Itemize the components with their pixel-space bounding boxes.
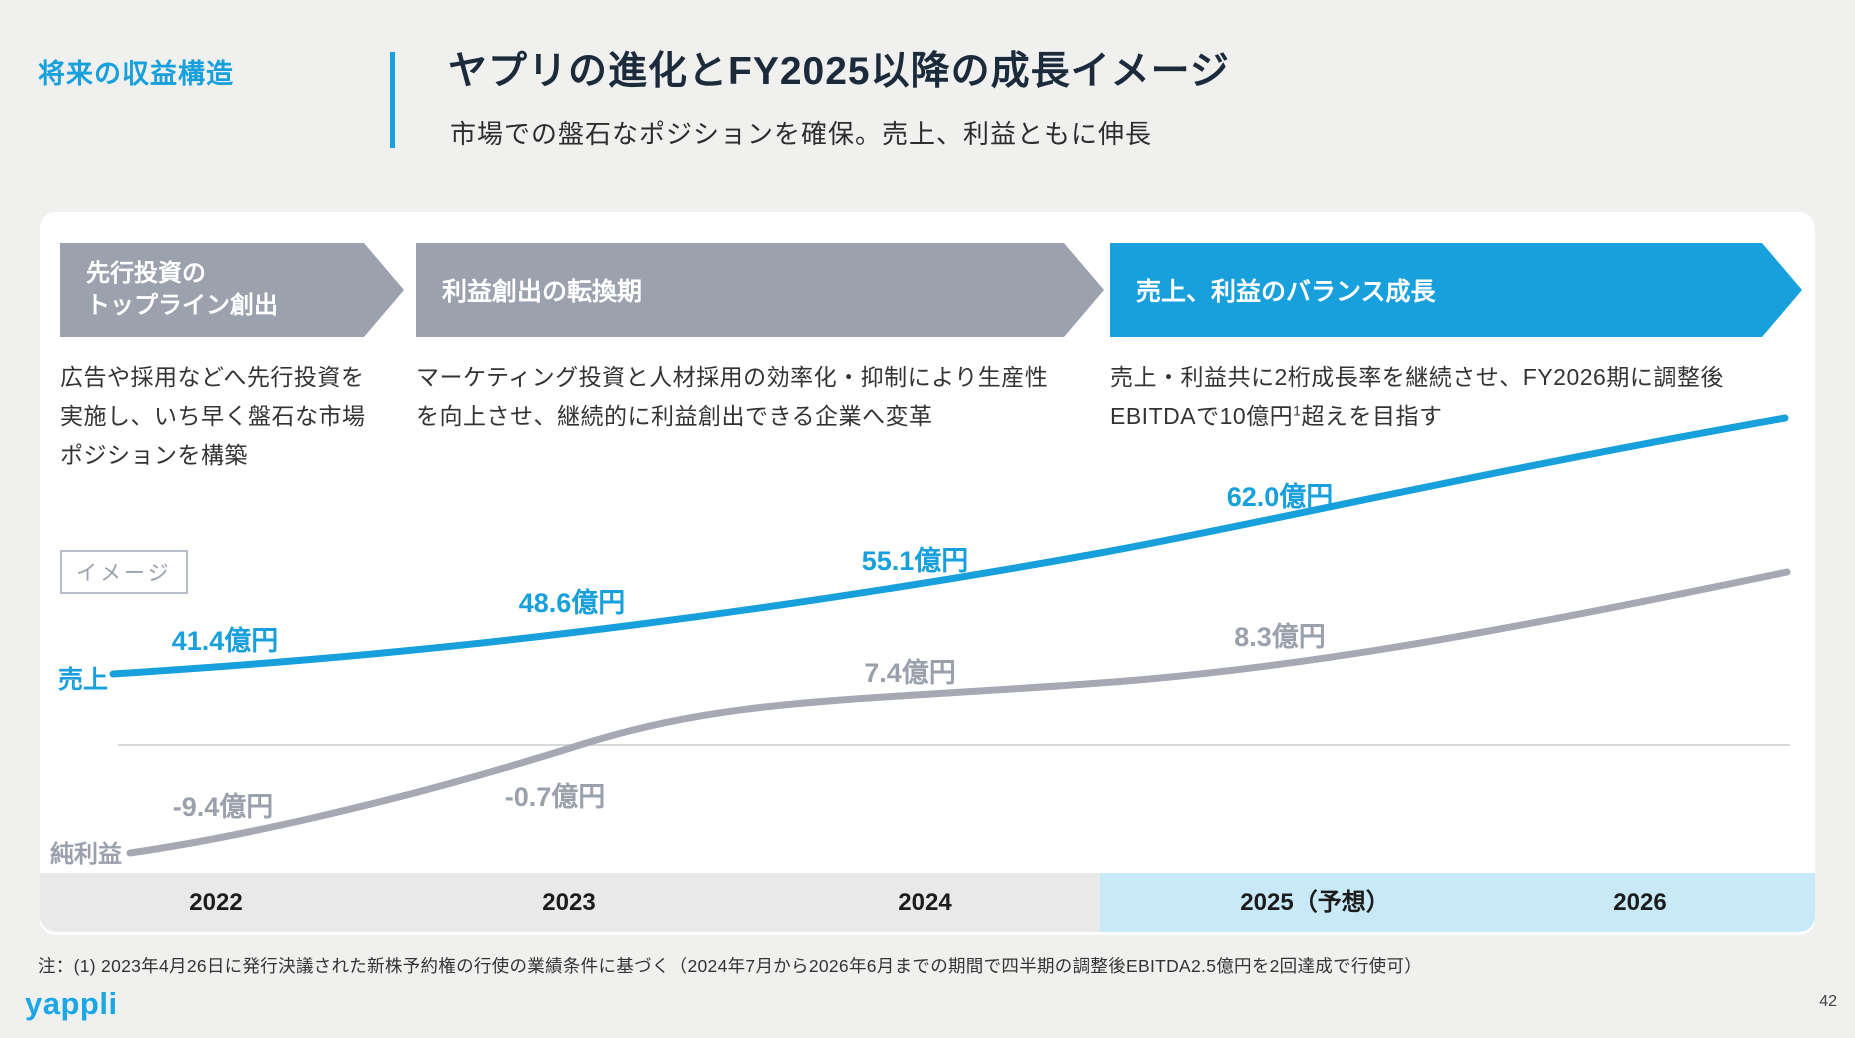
phase-banner-label: 売上、利益のバランス成長 (1136, 278, 1436, 306)
page-number: 42 (1819, 993, 1837, 1010)
phase-description-1: 広告や採用などへ先行投資を実施し、いち早く盤石な市場ポジションを構築 (60, 364, 366, 469)
year-label-2022: 2022 (189, 889, 243, 916)
phase-banner-topline: 先行投資の トップライン創出 (60, 243, 404, 337)
yappli-logo: yappli (25, 986, 118, 1021)
data-label-revenue-2024: 55.1億円 (862, 546, 969, 576)
axis-band-actual (40, 873, 1100, 932)
image-tag-box: イメージ (60, 550, 188, 594)
revenue-series-label: 売上 (58, 666, 108, 694)
footnote: 注：(1) 2023年4月26日に発行決議された新株予約権の行使の業績条件に基づ… (38, 956, 1423, 976)
content-card: 先行投資の トップライン創出 利益創出の転換期 売上、利益のバランス成長 広告や… (40, 212, 1815, 935)
phase-banner-label: トップライン創出 (86, 292, 278, 319)
phase-banner-turning-point: 利益創出の転換期 (416, 243, 1104, 337)
phase-banner-label: 利益創出の転換期 (442, 278, 643, 306)
data-label-revenue-2023: 48.6億円 (519, 588, 626, 618)
page-subtitle: 市場での盤石なポジションを確保。売上、利益ともに伸長 (450, 119, 1153, 149)
profit-series-label: 純利益 (50, 840, 122, 868)
data-label-revenue-2025: 62.0億円 (1227, 482, 1334, 512)
axis-band-forecast-highlight (1100, 873, 1815, 932)
phase-description-3-text: 売上・利益共に2桁成長率を継続させ、FY2026期に調整後EBITDAで10億円 (1110, 364, 1724, 430)
year-label-2024: 2024 (898, 889, 952, 916)
x-axis-band: 2022 2023 2024 2025（予想） 2026 (40, 873, 1815, 932)
phase-banner-balanced-growth: 売上、利益のバランス成長 (1110, 243, 1802, 337)
phase-description-2: マーケティング投資と人材採用の効率化・抑制により生産性を向上させ、継続的に利益創… (416, 364, 1049, 430)
year-label-2025-forecast: 2025（予想） (1240, 889, 1390, 916)
phase-banner-label: 先行投資の (86, 259, 206, 287)
data-label-profit-2025: 8.3億円 (1234, 622, 1326, 652)
data-label-profit-2023: -0.7億円 (505, 782, 606, 812)
title-divider (390, 52, 395, 148)
profit-line (126, 568, 1791, 857)
data-label-revenue-2022: 41.4億円 (172, 626, 279, 656)
data-label-profit-2022: -9.4億円 (173, 792, 274, 822)
footnote-reference-superscript: 1 (1293, 402, 1302, 419)
revenue-line (109, 414, 1789, 678)
data-label-profit-2024: 7.4億円 (864, 658, 956, 688)
year-label-2023: 2023 (542, 889, 596, 916)
section-label: 将来の収益構造 (38, 59, 234, 89)
phase-description-3-text-end: 超えを目指す (1301, 403, 1443, 430)
year-label-2026: 2026 (1613, 889, 1667, 916)
page-title: ヤプリの進化とFY2025以降の成長イメージ (448, 50, 1230, 93)
growth-chart: 売上 純利益 41.4億円 48.6億円 55.1億円 62.0億円 -9.4億… (50, 414, 1791, 868)
phase-description-3: 売上・利益共に2桁成長率を継続させ、FY2026期に調整後EBITDAで10億円… (1110, 358, 1750, 436)
